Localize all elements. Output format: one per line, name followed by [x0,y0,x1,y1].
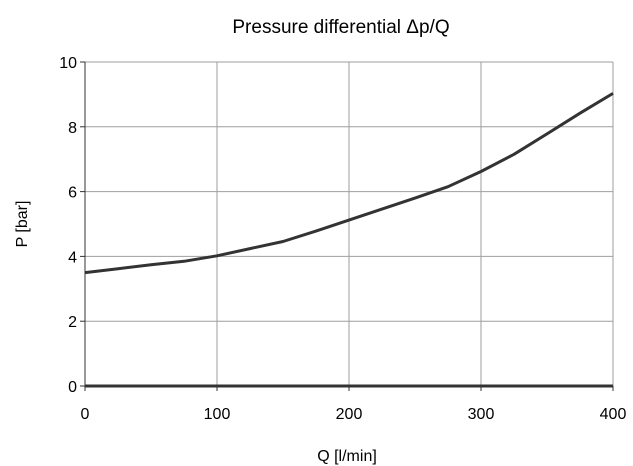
axis-layer [80,61,614,391]
x-tick-label-4: 400 [600,406,627,423]
chart-title: Pressure differential Δp/Q [232,17,449,38]
tick-labels: 0 100 200 300 400 0 2 4 6 8 10 [59,55,626,423]
x-tick-label-1: 100 [204,406,231,423]
series-line-0 [84,92,614,275]
y-tick-label-5: 10 [59,55,77,72]
y-tick-label-3: 6 [68,185,77,202]
y-tick-label-2: 4 [68,249,77,266]
x-axis-label: Q [l/min] [317,448,377,465]
x-tick-label-0: 0 [81,406,90,423]
y-tick-label-4: 8 [68,120,77,137]
y-tick-label-0: 0 [68,379,77,396]
x-tick-label-2: 200 [336,406,363,423]
series-layer [84,92,614,275]
y-axis-label: P [bar] [14,201,31,248]
y-tick-label-1: 2 [68,314,77,331]
grid-layer [85,61,614,386]
x-tick-label-3: 300 [468,406,495,423]
